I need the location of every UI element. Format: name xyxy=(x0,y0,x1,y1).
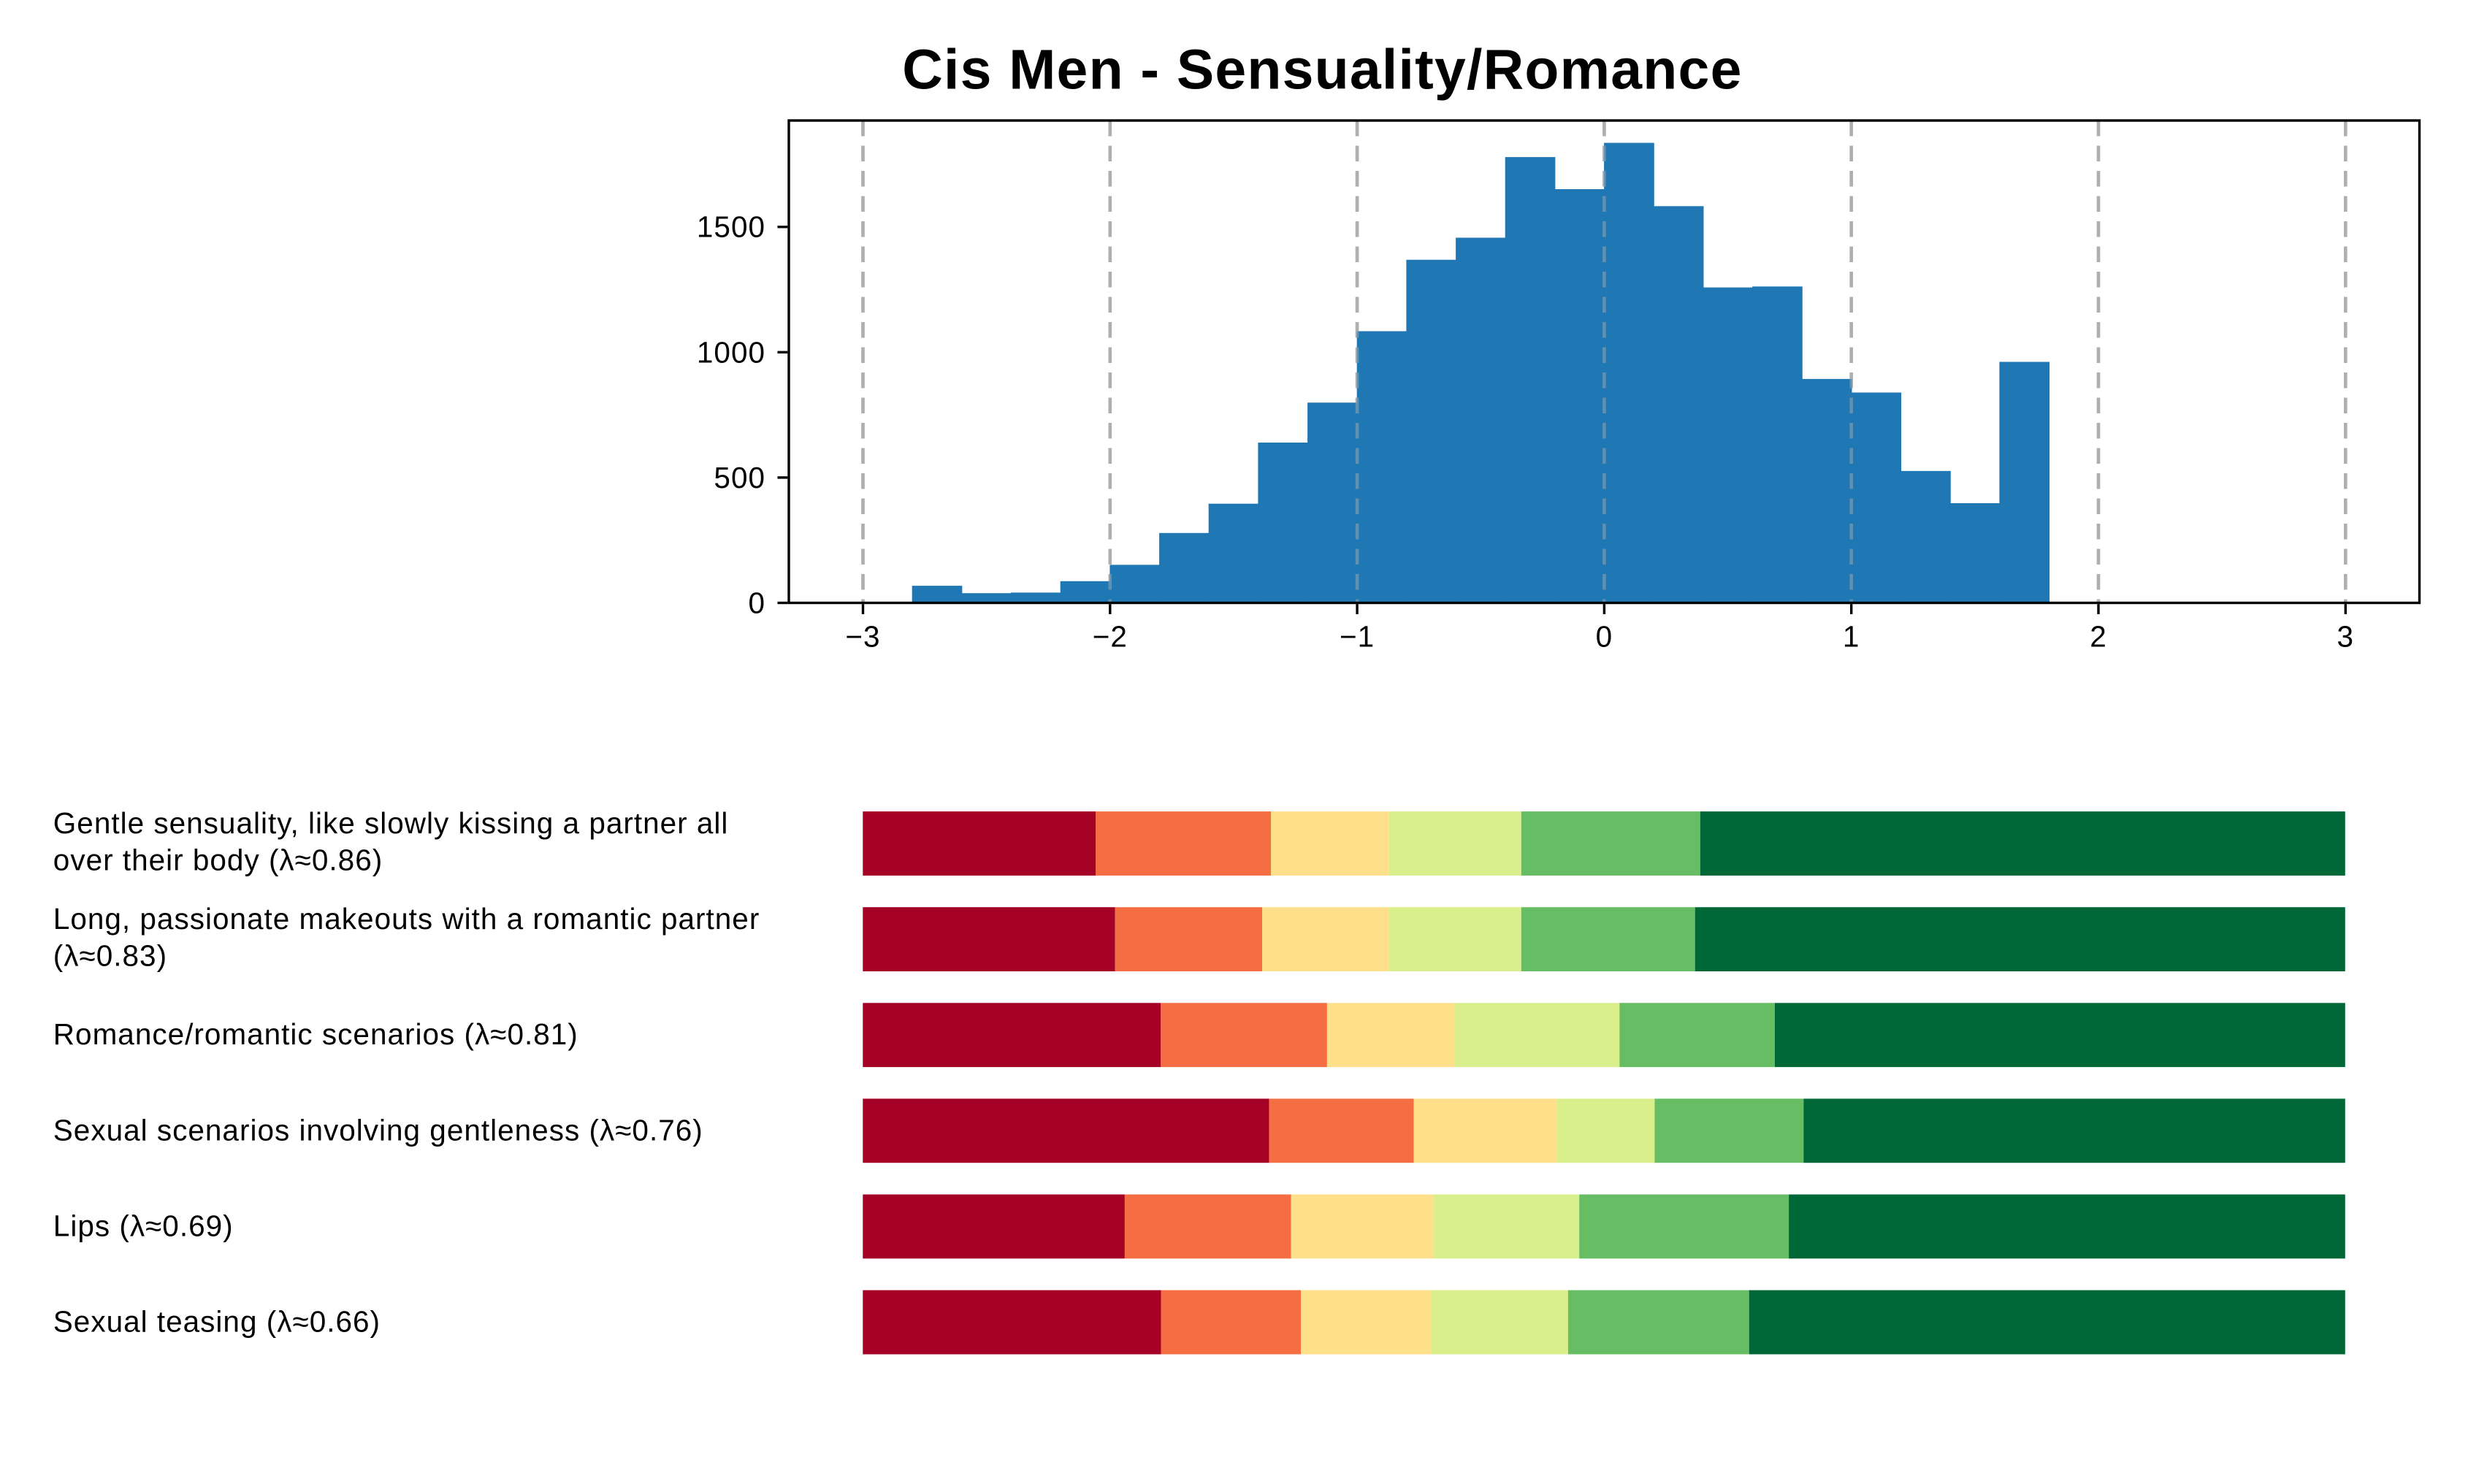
svg-text:−3: −3 xyxy=(845,620,880,654)
svg-text:over their body (λ≈0.86): over their body (λ≈0.86) xyxy=(53,843,383,876)
svg-text:−2: −2 xyxy=(1093,620,1128,654)
svg-text:2: 2 xyxy=(2090,620,2107,654)
svg-text:0: 0 xyxy=(748,586,765,620)
svg-text:Lips (λ≈0.69): Lips (λ≈0.69) xyxy=(53,1209,234,1242)
svg-text:Romance/romantic scenarios (λ≈: Romance/romantic scenarios (λ≈0.81) xyxy=(53,1017,578,1051)
svg-text:3: 3 xyxy=(2337,620,2355,654)
svg-text:500: 500 xyxy=(714,461,765,494)
svg-text:(λ≈0.83): (λ≈0.83) xyxy=(53,938,167,972)
svg-text:0: 0 xyxy=(1596,620,1613,654)
svg-text:Gentle sensuality, like slowly: Gentle sensuality, like slowly kissing a… xyxy=(53,806,729,840)
svg-text:1000: 1000 xyxy=(697,335,765,369)
svg-text:1: 1 xyxy=(1843,620,1860,654)
svg-text:1500: 1500 xyxy=(697,210,765,244)
svg-text:Long, passionate makeouts with: Long, passionate makeouts with a romanti… xyxy=(53,902,760,936)
svg-text:Sexual teasing (λ≈0.66): Sexual teasing (λ≈0.66) xyxy=(53,1305,381,1339)
svg-text:−1: −1 xyxy=(1340,620,1375,654)
svg-text:Cis Men - Sensuality/Romance: Cis Men - Sensuality/Romance xyxy=(902,39,1742,102)
svg-text:Sexual scenarios involving gen: Sexual scenarios involving gentleness (λ… xyxy=(53,1113,703,1147)
